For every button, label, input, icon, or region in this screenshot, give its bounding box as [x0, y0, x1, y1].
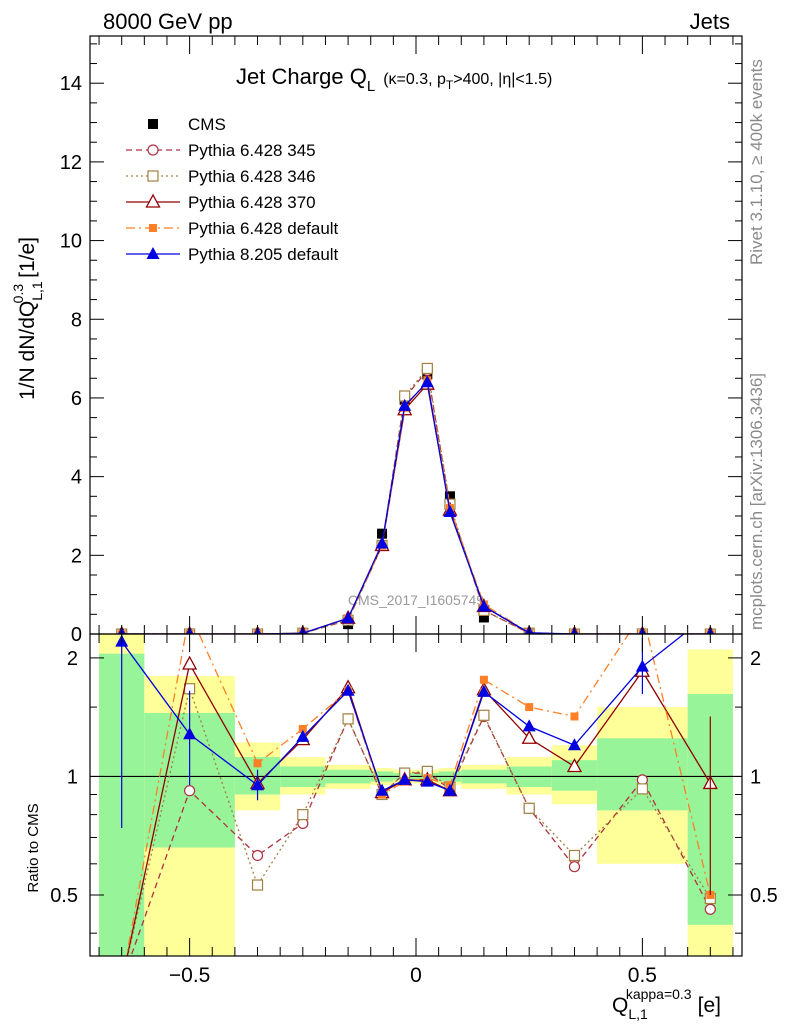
legend-label-p345: Pythia 6.428 345 — [188, 141, 316, 160]
ratio-y-tick-label-right: 0.5 — [750, 885, 778, 907]
legend-entry-cms: CMS — [148, 115, 226, 134]
legend-marker-p370 — [145, 193, 161, 208]
legend-label-p6def: Pythia 6.428 default — [188, 219, 339, 238]
plot-title: Jet Charge QL (κ=0.3, pT>400, |η|<1.5) — [236, 64, 552, 95]
energy-label: 8000 GeV pp — [103, 9, 233, 34]
main-point-p8-6 — [398, 398, 412, 411]
ratio-point-p8-4 — [341, 683, 355, 696]
legend-marker-p8 — [146, 247, 160, 259]
main-point-cms-9 — [478, 612, 489, 623]
ratio-point-p345-0 — [117, 977, 127, 987]
ratio-point-p6def-3 — [298, 724, 307, 733]
ratio-point-p8-13 — [704, 606, 717, 618]
ratio-line-p346 — [127, 686, 711, 956]
main-point-cms-8 — [444, 491, 455, 502]
legend-label-p8: Pythia 8.205 default — [188, 245, 339, 264]
ratio-point-p370-11 — [566, 758, 583, 773]
ratio-series-group — [115, 606, 718, 987]
ratio-point-p8-7 — [420, 774, 434, 787]
ratio-point-p6def-10 — [525, 703, 534, 712]
ratio-series-p8 — [115, 606, 717, 796]
ratio-error-bars — [121, 634, 711, 895]
ratio-point-p370-1 — [182, 655, 198, 670]
x-tick-label: 0.5 — [628, 964, 657, 987]
main-y-tick-label: 6 — [71, 388, 82, 410]
ratio-point-p370-0 — [115, 975, 128, 987]
main-y-tick-label: 8 — [71, 309, 82, 331]
ratio-point-p6def-11 — [570, 712, 579, 721]
main-y-tick-label: 4 — [71, 467, 82, 489]
ratio-point-p6def-9 — [479, 675, 488, 684]
legend-entry-p370: Pythia 6.428 370 — [126, 193, 316, 212]
ratio-point-p346-3 — [297, 809, 309, 821]
main-point-p8-5 — [375, 536, 389, 549]
main-y-tick-label: 0 — [71, 624, 82, 646]
ratio-point-p346-2 — [251, 879, 264, 891]
legend-marker-p346 — [147, 170, 159, 182]
legend-entry-p8: Pythia 8.205 default — [126, 245, 339, 264]
main-y-tick-label: 12 — [60, 152, 82, 174]
main-y-tick-label: 2 — [71, 545, 82, 567]
ratio-line-p6def — [125, 634, 711, 956]
main-point-p8-4 — [341, 611, 355, 624]
ratio-uncertainty-bands — [99, 634, 733, 956]
ratio-point-p6def-2 — [253, 759, 262, 768]
legend-entry-p346: Pythia 6.428 346 — [126, 167, 316, 186]
ratio-point-p8-9 — [477, 684, 491, 697]
ratio-line-p345 — [130, 714, 711, 956]
main-y-axis-label: 1/N dN/dQL,10.3[1/e] — [10, 237, 45, 400]
legend: CMS Pythia 6.428 345 Pythia 6.428 346 Pythi… — [126, 115, 339, 264]
ratio-y-tick-label: 1 — [67, 766, 78, 788]
ratio-point-p8-3 — [296, 729, 310, 742]
ratio-y-tick-label-right: 1 — [750, 766, 761, 788]
x-tick-label: 0 — [410, 964, 422, 987]
ratio-point-p346-11 — [568, 849, 581, 862]
legend-label-cms: CMS — [188, 115, 226, 134]
ratio-point-p6def-0 — [118, 978, 126, 986]
main-point-cms-5 — [377, 528, 388, 539]
rivet-version-label: Rivet 3.1.10, ≥ 400k events — [747, 59, 766, 265]
main-point-p346-7 — [421, 362, 433, 375]
ratio-point-p346-9 — [478, 709, 490, 721]
ratio-point-p6def-12 — [638, 609, 646, 617]
ratio-point-p8-6 — [398, 772, 412, 785]
ratio-point-p345-11 — [568, 861, 581, 873]
ratio-point-p345-1 — [184, 785, 196, 797]
category-label: Jets — [690, 9, 730, 34]
main-point-p8-8 — [443, 505, 457, 518]
ratio-point-p370-10 — [521, 729, 537, 744]
ratio-y-tick-label: 2 — [67, 648, 78, 670]
source-label: mcplots.cern.ch [arXiv:1306.3436] — [747, 373, 766, 630]
main-point-p8-7 — [420, 375, 434, 388]
legend-label-p346: Pythia 6.428 346 — [188, 167, 316, 186]
main-y-tick-label: 10 — [60, 231, 82, 253]
ratio-point-p8-8 — [443, 783, 457, 796]
x-tick-label: −0.5 — [169, 964, 210, 987]
legend-entry-p6def: Pythia 6.428 default — [126, 219, 339, 238]
ratio-point-p8-11 — [567, 738, 581, 751]
ratio-y-tick-label-right: 2 — [750, 648, 761, 670]
ratio-point-p346-4 — [342, 713, 354, 725]
ratio-y-axis-label: Ratio to CMS — [25, 803, 42, 892]
ratio-point-p6def-1 — [186, 609, 194, 617]
x-axis-label: QL,1kappa=0.3 [e] — [612, 986, 721, 1022]
legend-marker-p6def — [149, 224, 157, 232]
ratio-point-p8-5 — [375, 783, 389, 796]
ratio-line-p8 — [121, 634, 685, 792]
ratio-point-p346-12 — [636, 783, 648, 795]
ratio-point-p345-2 — [251, 849, 264, 862]
main-y-tick-label: 14 — [60, 73, 82, 95]
ratio-point-p346-10 — [523, 802, 535, 814]
ratio-point-p346-0 — [117, 977, 127, 987]
legend-marker-cms — [148, 119, 158, 129]
main-point-p8-9 — [477, 599, 491, 612]
legend-marker-p345 — [147, 144, 159, 156]
analysis-watermark: CMS_2017_I1605749 — [348, 592, 484, 608]
legend-label-p370: Pythia 6.428 370 — [188, 193, 316, 212]
legend-entry-p345: Pythia 6.428 345 — [126, 141, 316, 160]
ratio-point-p8-10 — [522, 719, 536, 732]
ratio-y-tick-label: 0.5 — [50, 885, 78, 907]
ratio-point-p345-13 — [704, 903, 716, 915]
